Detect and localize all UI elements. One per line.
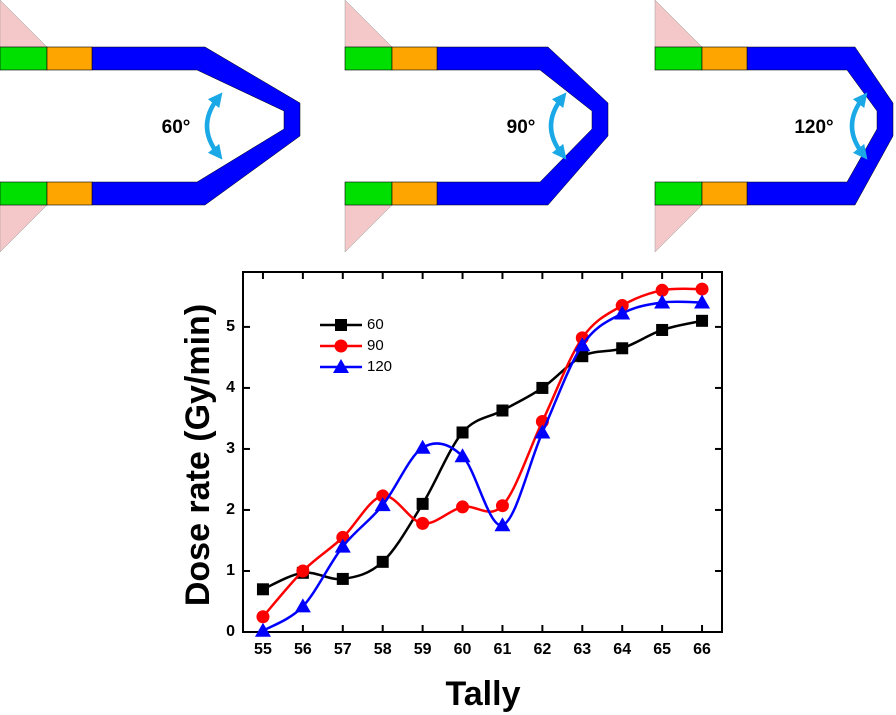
x-tick-label: 62 xyxy=(533,641,551,658)
x-axis-label: Tally xyxy=(446,675,521,713)
marker xyxy=(696,314,709,327)
angle-label: 60° xyxy=(162,117,191,138)
y-tick-label: 2 xyxy=(226,501,235,518)
marker xyxy=(416,497,429,510)
marker xyxy=(454,448,471,463)
x-tick-label: 61 xyxy=(494,641,512,658)
angle-arrow xyxy=(548,92,567,160)
marker xyxy=(416,516,430,530)
marker xyxy=(336,572,349,585)
orange-block xyxy=(46,181,93,206)
x-tick-label: 64 xyxy=(613,641,631,658)
marker xyxy=(254,622,271,637)
marker xyxy=(694,294,711,309)
pink-wedge xyxy=(0,204,48,253)
legend-marker xyxy=(333,359,349,373)
marker xyxy=(655,283,669,297)
marker xyxy=(296,564,310,578)
marker xyxy=(574,337,591,352)
legend-label: 90 xyxy=(367,337,384,354)
x-tick-label: 65 xyxy=(653,641,671,658)
legend-label: 60 xyxy=(367,316,384,333)
marker xyxy=(374,497,391,512)
marker xyxy=(495,499,509,513)
marker xyxy=(256,583,269,596)
marker xyxy=(654,294,671,309)
marker xyxy=(695,282,709,296)
marker xyxy=(334,538,351,553)
orange-block xyxy=(46,46,93,71)
series-line xyxy=(262,300,703,632)
x-tick-label: 58 xyxy=(374,641,392,658)
legend-marker xyxy=(335,319,347,331)
pink-wedge xyxy=(344,0,393,48)
orange-block xyxy=(391,181,438,206)
x-tick-label: 59 xyxy=(414,641,432,658)
y-tick-label: 0 xyxy=(226,623,235,640)
angle-arrow xyxy=(849,92,868,160)
x-tick-label: 63 xyxy=(573,641,591,658)
marker xyxy=(414,439,431,454)
x-tick-label: 66 xyxy=(693,641,711,658)
marker xyxy=(614,305,631,320)
legend-marker xyxy=(334,339,348,353)
marker xyxy=(494,517,511,532)
marker xyxy=(534,424,551,439)
pink-wedge xyxy=(654,0,703,48)
angle-arrow xyxy=(204,92,223,160)
y-tick-label: 3 xyxy=(226,440,235,457)
marker xyxy=(456,426,469,439)
marker xyxy=(536,381,549,394)
marker xyxy=(616,342,629,355)
pink-wedge xyxy=(654,204,703,253)
y-axis-label: Dose rate (Gy/min) xyxy=(179,304,217,606)
marker xyxy=(294,598,311,613)
marker xyxy=(376,555,389,568)
x-tick-label: 60 xyxy=(454,641,472,658)
green-block xyxy=(344,181,393,206)
orange-block xyxy=(701,46,748,71)
marker xyxy=(656,323,669,336)
y-tick-label: 1 xyxy=(226,562,235,579)
legend-label: 120 xyxy=(367,358,392,375)
orange-block xyxy=(391,46,438,71)
marker xyxy=(456,500,470,514)
marker xyxy=(576,350,589,363)
x-tick-label: 56 xyxy=(294,641,312,658)
plot-frame xyxy=(242,271,723,633)
green-block xyxy=(344,46,393,71)
green-block xyxy=(0,46,48,71)
blue-channel xyxy=(91,46,301,206)
x-tick-label: 55 xyxy=(254,641,272,658)
angle-label: 120° xyxy=(794,117,833,138)
pink-wedge xyxy=(344,204,393,253)
diagrams: 60° 90° 120° xyxy=(0,0,894,253)
marker xyxy=(256,610,270,624)
green-block xyxy=(654,46,703,71)
x-tick-label: 57 xyxy=(334,641,352,658)
orange-block xyxy=(701,181,748,206)
angle-label: 90° xyxy=(507,117,536,138)
marker xyxy=(496,404,509,417)
marker xyxy=(336,530,350,544)
green-block xyxy=(654,181,703,206)
y-tick-label: 4 xyxy=(226,379,235,396)
pink-wedge xyxy=(0,0,48,48)
green-block xyxy=(0,181,48,206)
y-tick-label: 5 xyxy=(226,318,235,335)
